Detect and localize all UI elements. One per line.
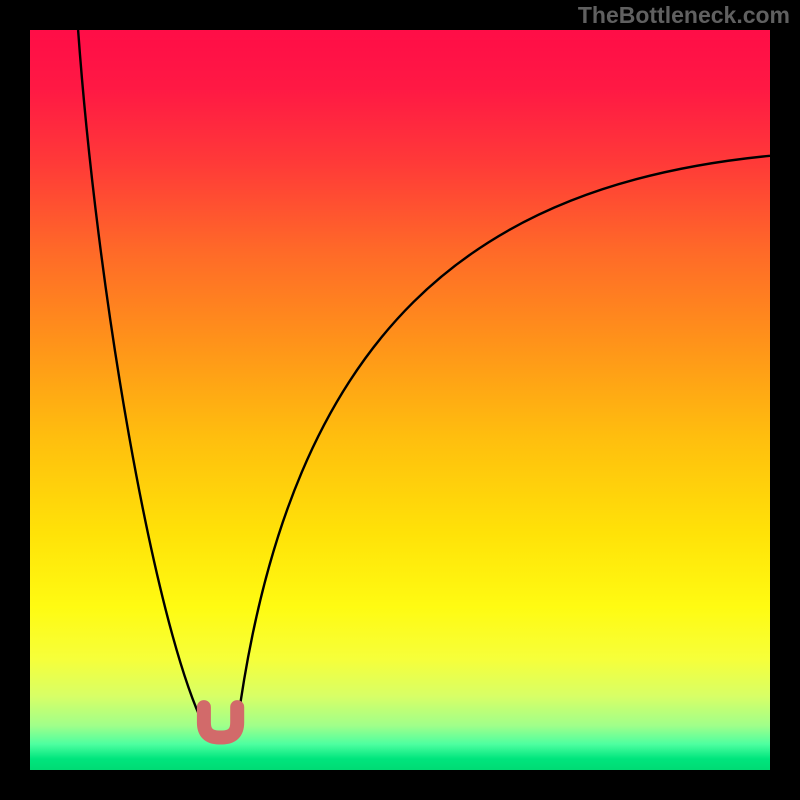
chart-plot-area [30,30,770,770]
watermark-text: TheBottleneck.com [578,2,790,29]
bottleneck-curve [30,30,770,770]
